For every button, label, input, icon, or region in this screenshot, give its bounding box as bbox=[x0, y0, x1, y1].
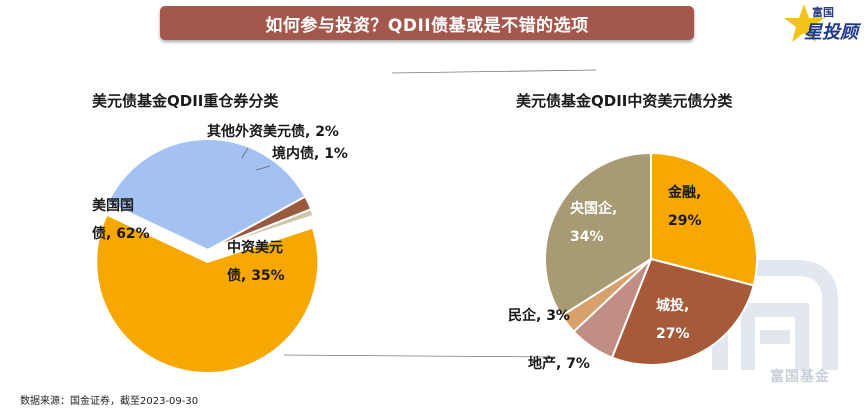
data-label-地产: 地产, 7% bbox=[528, 355, 590, 372]
pie-slice-中资美元债 bbox=[106, 138, 307, 252]
data-label-城投: 城投, 27% bbox=[656, 297, 690, 342]
data-label-中资美元债: 中资美元债, 35% bbox=[227, 239, 285, 284]
pie-slice-金融 bbox=[650, 151, 758, 287]
data-label-民企: 民企, 3% bbox=[508, 307, 570, 324]
right-chart-title: 美元债基金QDII中资美元债分类 bbox=[516, 92, 733, 110]
left-pie: 美国国债, 62% 中资美元债, 35% 其他外资美元债, 2% 境内债, 1% bbox=[92, 123, 348, 374]
left-chart-title: 美元债基金QDII重仓券分类 bbox=[92, 92, 279, 110]
data-label-央国企: 央国企, 34% bbox=[570, 200, 617, 245]
data-label-境内债: 境内债, 1% bbox=[272, 145, 348, 162]
pie-slice-境内债 bbox=[207, 207, 315, 251]
right-pie: 金融, 29% 城投, 27% 地产, 7% 民企, 3% 央国企, 34% bbox=[508, 151, 758, 372]
title-banner: 如何参与投资？QDII债基或是不错的选项 bbox=[160, 6, 694, 40]
page-title: 如何参与投资？QDII债基或是不错的选项 bbox=[265, 15, 589, 36]
watermark-text: 富国基金 bbox=[770, 369, 830, 385]
pie-slice-央国企 bbox=[544, 151, 652, 318]
connector-line-bottom bbox=[283, 354, 557, 358]
data-label-其他外资美元债: 其他外资美元债, 2% bbox=[207, 123, 339, 140]
data-label-金融: 金融, 29% bbox=[667, 184, 702, 229]
leader-line bbox=[255, 165, 271, 171]
logo-line2: 星投顾 bbox=[804, 22, 858, 43]
leader-line bbox=[241, 147, 249, 159]
connector-line-top bbox=[391, 69, 597, 74]
pie-slice-城投 bbox=[610, 257, 755, 366]
star-icon bbox=[784, 4, 824, 42]
logo-line1: 富国 bbox=[812, 6, 834, 19]
data-label-美国国债: 美国国债, 62% bbox=[92, 197, 150, 242]
pie-slice-美国国债 bbox=[95, 213, 320, 374]
source-note: 数据来源：国金证券，截至2023-09-30 bbox=[20, 396, 199, 407]
brand-logo: 富国 星投顾 bbox=[782, 2, 862, 46]
